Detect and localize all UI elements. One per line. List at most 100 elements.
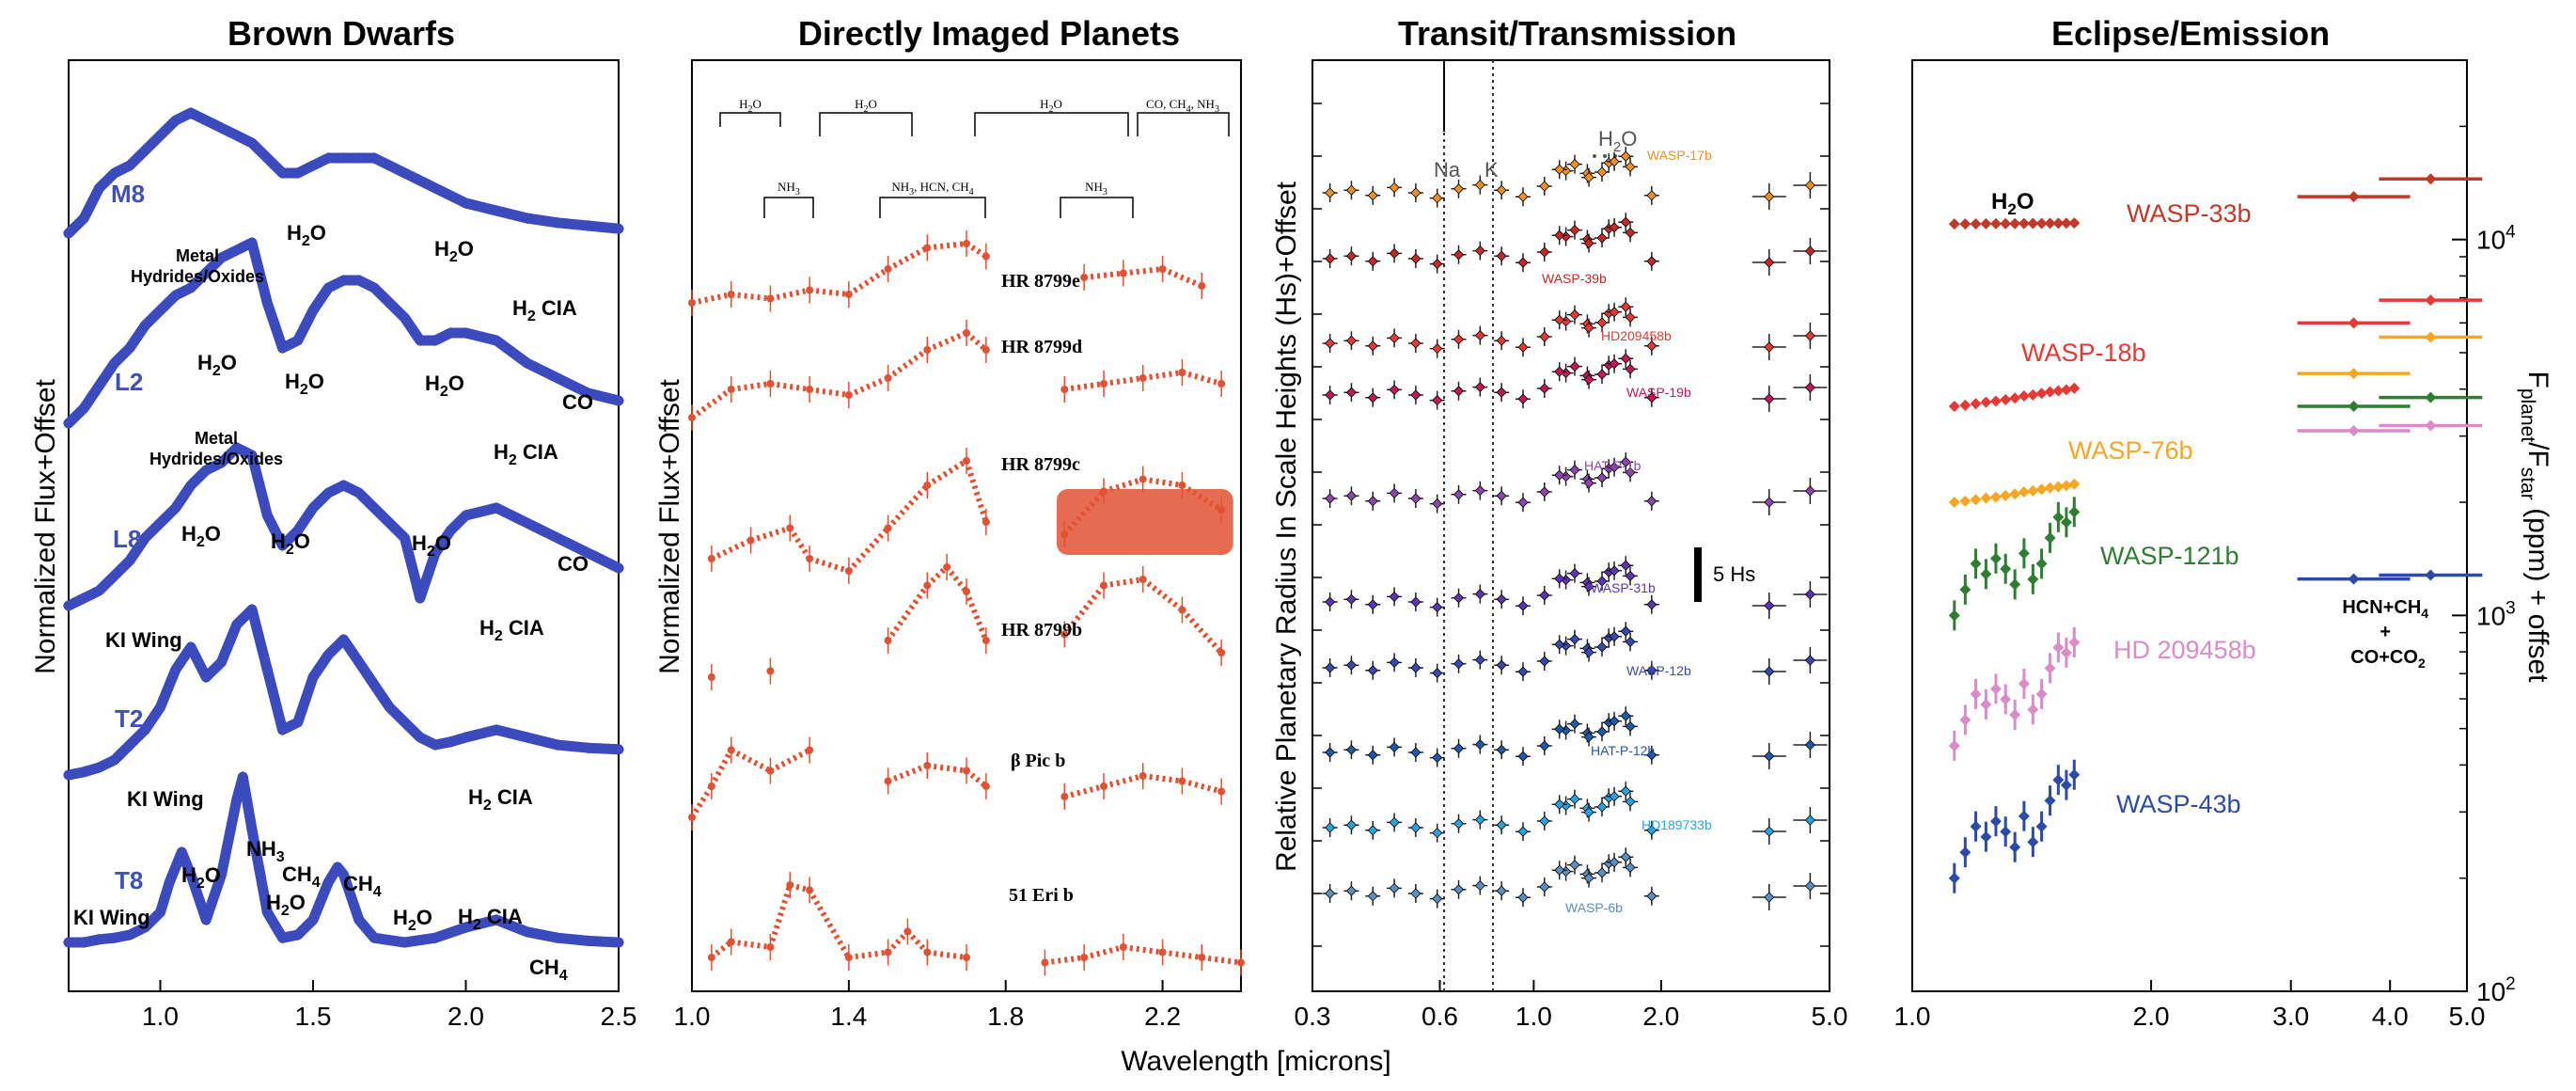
data-point	[1970, 558, 1982, 570]
data-point	[1970, 398, 1982, 410]
data-point	[1804, 245, 1815, 257]
spectrum-point	[139, 532, 151, 544]
data-point	[1410, 888, 1422, 899]
data-point	[2044, 217, 2056, 229]
spectrum-point	[124, 739, 135, 751]
series-label-wasp-19b: WASP-19b	[1626, 385, 1691, 400]
spectrum-point	[338, 480, 350, 491]
data-segment	[1142, 370, 1183, 381]
spectrum-point	[582, 935, 594, 947]
data-segment	[730, 747, 772, 774]
spectrum-point	[460, 732, 472, 743]
data-point	[2018, 486, 2030, 498]
spectrum-point	[338, 275, 350, 286]
band-label-h2o-2: H2O	[855, 97, 877, 115]
spectrum-point	[200, 267, 212, 278]
data-point	[1959, 583, 1971, 595]
data-point	[1609, 222, 1620, 233]
xtick-label: 1.4	[830, 1002, 867, 1031]
spectrum-point	[276, 540, 289, 551]
scale-bar-label: 5 Hs	[1713, 562, 1755, 586]
spectrum-point	[582, 220, 594, 231]
spectrum-point	[169, 502, 181, 514]
spectrum-point	[460, 327, 472, 339]
data-point	[1474, 739, 1485, 751]
data-segment	[944, 565, 969, 593]
spectrum-point	[78, 593, 90, 604]
data-point	[1389, 384, 1400, 395]
spectrum-point	[613, 562, 624, 574]
data-point	[1764, 600, 1775, 611]
data-point	[1948, 401, 1960, 413]
spectrum-point	[491, 724, 502, 735]
annotation-h2o-l2-1: H2O	[197, 351, 237, 379]
data-segment	[965, 330, 988, 353]
xtick-label: 2.0	[2133, 1002, 2170, 1031]
data-point	[1539, 656, 1550, 667]
data-point	[2044, 386, 2056, 398]
spectrum-point	[246, 604, 258, 615]
data-point	[1980, 492, 1992, 504]
spectrum-point	[108, 932, 120, 944]
spectrum-point	[430, 547, 441, 559]
data-point	[1325, 493, 1336, 504]
spectrum-point	[276, 932, 289, 944]
data-point	[1948, 497, 1960, 509]
data-segment	[1180, 608, 1224, 656]
spectrum-point	[399, 167, 411, 179]
spectrum-point	[200, 914, 212, 925]
spectrum-point	[430, 182, 441, 194]
spectrum-point	[369, 679, 380, 690]
annotation-h2o-t8-3: H2O	[393, 906, 432, 934]
data-point	[1764, 892, 1775, 903]
data-point	[1367, 496, 1378, 507]
series-label-wasp-76b: WASP-76b	[2068, 436, 2193, 465]
data-point	[1453, 334, 1465, 345]
spectrum-point	[399, 937, 411, 948]
spectrum-point	[307, 914, 319, 925]
data-point	[1517, 600, 1529, 611]
data-segment	[1083, 270, 1124, 280]
annotation-ki-wing-l8: KI Wing	[105, 628, 182, 652]
data-point	[2009, 217, 2021, 229]
data-point	[1539, 246, 1550, 258]
data-point	[1367, 190, 1378, 201]
data-point	[982, 346, 990, 354]
data-point	[1804, 880, 1815, 892]
spectrum-point	[124, 160, 135, 171]
series-label-51-eri-b: 51 Eri b	[1009, 885, 1074, 906]
data-point	[2018, 810, 2030, 822]
data-point	[1474, 245, 1485, 257]
data-point	[1804, 485, 1815, 497]
data-segment	[787, 526, 812, 561]
plot-frame-transmission	[1312, 59, 1830, 992]
data-segment	[1161, 266, 1203, 289]
spectrum-point	[552, 932, 563, 944]
data-point	[1804, 739, 1815, 751]
series-label-hr8799e: HR 8799e	[1001, 271, 1080, 292]
data-point	[1432, 668, 1443, 679]
spectrum-point	[215, 252, 228, 263]
data-point	[1764, 393, 1775, 404]
data-point	[1764, 497, 1775, 508]
data-point	[2000, 562, 2012, 575]
data-point	[1596, 576, 1608, 587]
panel-title-brown-dwarfs: Brown Dwarfs	[228, 14, 455, 53]
spectrum-point	[491, 914, 502, 925]
spectrum-point	[613, 395, 624, 406]
data-point	[2052, 481, 2065, 493]
data-point	[2052, 385, 2065, 397]
data-segment	[926, 241, 967, 251]
data-point	[2000, 693, 2012, 705]
data-point	[2035, 483, 2048, 496]
spectrum-point	[276, 724, 289, 735]
data-segment	[964, 460, 989, 523]
data-point	[2009, 392, 2021, 404]
spectrum-point	[276, 167, 289, 179]
data-point	[1596, 867, 1608, 878]
data-point	[1367, 392, 1378, 403]
spectrum-point	[338, 152, 350, 164]
data-point	[1554, 864, 1565, 876]
series-label-t2: T2	[115, 704, 143, 733]
